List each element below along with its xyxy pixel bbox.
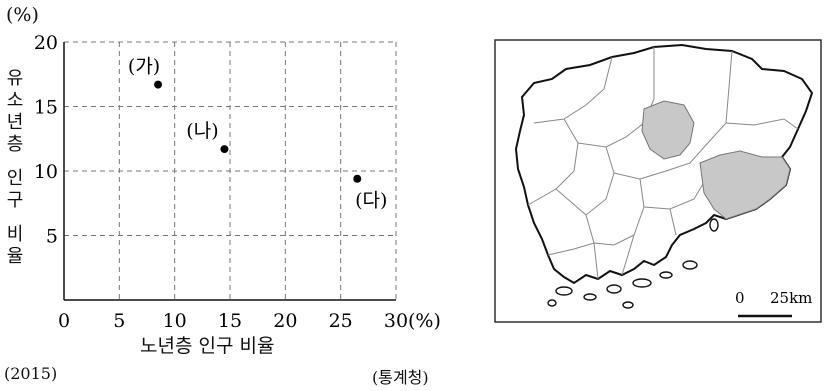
x-tick-label: 30 — [384, 310, 408, 330]
y-axis-title-char: 율 — [6, 246, 24, 267]
y-tick-label: 10 — [34, 161, 58, 183]
x-axis-unit: (%) — [408, 310, 441, 330]
y-tick-label: 15 — [34, 97, 58, 119]
scatter-chart: 0 5 10 15 20 25 30 (%) 5 10 15 20 (가) (나) (다) — [34, 32, 441, 330]
y-axis-title-char: 소 — [6, 90, 24, 111]
y-axis-title-char: 비 — [6, 224, 24, 245]
x-tick-label: 0 — [58, 310, 70, 330]
source-note: (통계청) — [372, 368, 429, 387]
x-tick-label: 20 — [273, 310, 297, 330]
scale-zero: 0 — [735, 289, 745, 307]
scale-distance: 25km — [770, 289, 812, 307]
data-point — [353, 174, 362, 183]
x-tick-label: 25 — [329, 310, 353, 330]
data-point — [220, 145, 229, 154]
year-note: (2015) — [4, 364, 58, 383]
y-axis-title-char: 년 — [6, 112, 24, 133]
shaded-district-north — [641, 100, 695, 160]
y-tick-label: 5 — [46, 226, 58, 248]
shaded-district-east — [699, 150, 791, 220]
y-axis-title-char: 구 — [6, 190, 24, 211]
x-axis-title: 노년층 인구 비율 — [140, 335, 275, 357]
data-point-label: (나) — [186, 120, 218, 142]
y-tick-label: 20 — [34, 32, 58, 54]
y-axis-unit: (%) — [6, 4, 39, 26]
land-outline — [514, 43, 814, 285]
data-point-label: (가) — [128, 56, 160, 78]
data-point-label: (다) — [355, 190, 387, 212]
x-tick-label: 10 — [163, 310, 187, 330]
x-tick-label: 5 — [113, 310, 125, 330]
data-point — [154, 80, 163, 89]
y-axis-title-char: 인 — [6, 168, 24, 189]
region-map: 0 25km — [494, 39, 822, 323]
x-tick-label: 15 — [218, 310, 242, 330]
y-axis-title-char: 층 — [6, 134, 24, 155]
y-axis-title: 유 소 년 층 인 구 비 율 — [4, 68, 26, 268]
islands — [547, 218, 719, 309]
y-axis-title-char: 유 — [6, 68, 24, 89]
